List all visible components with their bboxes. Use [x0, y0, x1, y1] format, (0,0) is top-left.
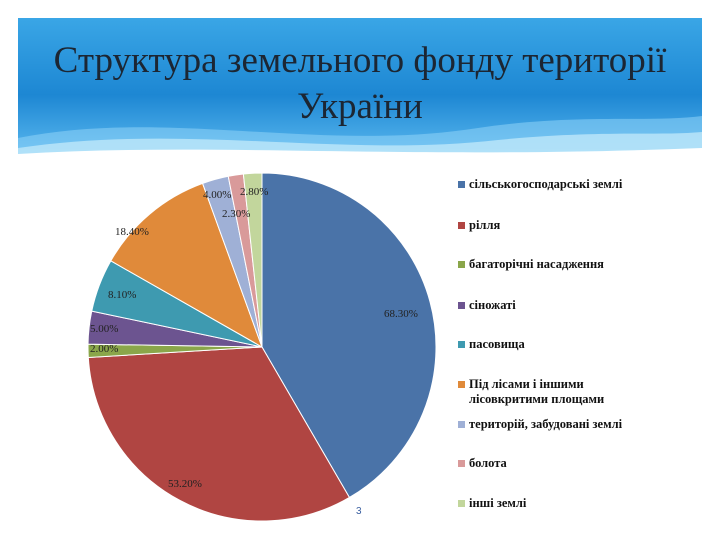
legend-swatch [458, 381, 465, 388]
slice-label: 2.00% [90, 343, 118, 355]
pie-slice [242, 172, 263, 348]
legend-swatch [458, 500, 465, 507]
slice-label: 18.40% [115, 226, 149, 238]
slide-number: 3 [356, 506, 362, 517]
legend-swatch [458, 341, 465, 348]
slice-label: 4.00% [203, 189, 231, 201]
legend-entry: сільськогосподарські землі [469, 177, 623, 191]
title-banner [18, 18, 702, 158]
legend-entry: територій, забудовані землі [469, 417, 623, 431]
legend-swatch [458, 181, 465, 188]
slice-label: 8.10% [108, 289, 136, 301]
legend-swatch [458, 302, 465, 309]
legend-entry: інші землі [469, 496, 527, 510]
wave-decoration-icon [18, 116, 702, 158]
legend-swatch [458, 460, 465, 467]
legend-entry: болота [469, 456, 508, 470]
slice-label: 2.30% [222, 208, 250, 220]
slice-label: 2.80% [240, 186, 268, 198]
pie-slice [87, 346, 351, 522]
legend-entry: сіножаті [469, 298, 516, 312]
legend-entry: Під лісами і іншими лісовкритими площами [469, 377, 604, 406]
page-title: Структура земельного фонду території Укр… [53, 40, 667, 127]
legend-swatch [458, 222, 465, 229]
slice-label: 5.00% [90, 323, 118, 335]
slice-label: 68.30% [384, 308, 418, 320]
slice-label: 53.20% [168, 478, 202, 490]
legend-entry: багаторічні насадження [469, 257, 604, 271]
legend-swatch [458, 421, 465, 428]
pie-slice [261, 172, 437, 499]
legend-swatch [458, 261, 465, 268]
pie-slice [110, 182, 263, 349]
legend-entry: пасовища [469, 337, 525, 351]
legend-entry: рілля [469, 218, 500, 232]
